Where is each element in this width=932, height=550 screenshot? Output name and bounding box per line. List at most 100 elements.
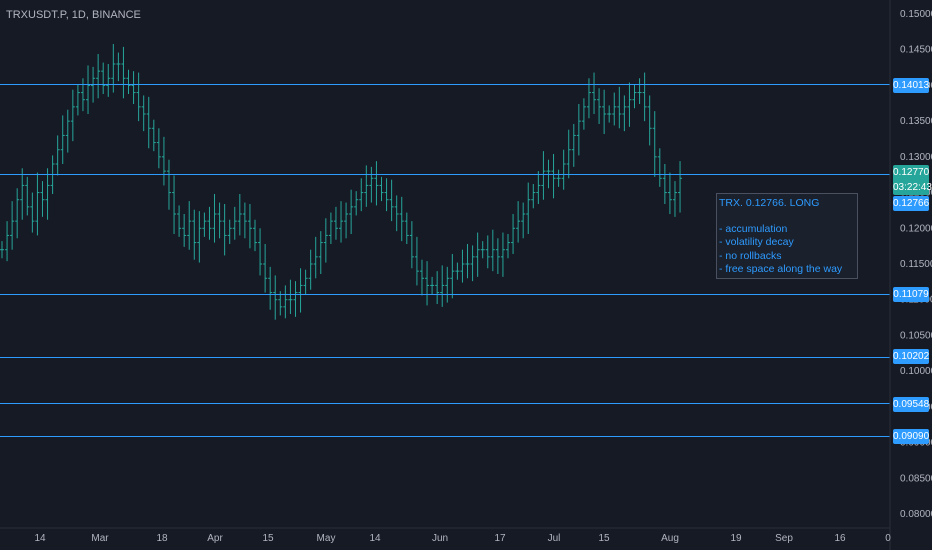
- candle: [60, 115, 65, 164]
- time-tick-label: 14: [34, 533, 46, 544]
- candle: [318, 231, 323, 274]
- candle: [283, 285, 288, 319]
- horizontal-levels[interactable]: [0, 84, 890, 437]
- candle: [495, 238, 500, 274]
- level-price-label[interactable]: 0.11079: [893, 287, 929, 302]
- candle: [617, 86, 622, 129]
- note-line: - free space along the way: [719, 262, 843, 275]
- candle: [612, 92, 617, 126]
- level-price-label[interactable]: 0.09548: [893, 397, 930, 412]
- candle: [323, 218, 328, 263]
- note-title: TRX. 0.12766. LONG: [719, 197, 820, 209]
- price-tick-label: 0.08000: [900, 509, 932, 520]
- candle: [465, 244, 470, 279]
- candle: [369, 166, 374, 203]
- candlestick-series: [0, 44, 683, 320]
- idea-note-box[interactable]: TRX. 0.12766. LONG - accumulation - vola…: [716, 193, 858, 279]
- candle: [647, 95, 652, 146]
- candle: [25, 176, 30, 216]
- candle: [414, 236, 419, 286]
- candle: [237, 194, 242, 236]
- candle: [571, 124, 576, 167]
- level-price-label[interactable]: 0.14013: [893, 78, 930, 93]
- candle: [531, 184, 536, 209]
- level-price-label[interactable]: 0.09090: [893, 429, 930, 444]
- candle: [541, 151, 546, 200]
- candle: [268, 266, 273, 310]
- candle: [101, 62, 106, 94]
- candle: [430, 276, 435, 294]
- candle: [151, 119, 156, 152]
- candle: [202, 212, 207, 237]
- level-price-label[interactable]: 0.12766: [893, 196, 930, 211]
- time-tick-label: Apr: [207, 533, 223, 544]
- candle: [182, 214, 187, 247]
- candle: [227, 219, 232, 244]
- candle: [166, 159, 171, 210]
- candle: [10, 201, 15, 250]
- candle: [475, 232, 480, 277]
- candle: [526, 182, 531, 234]
- candle: [576, 104, 581, 156]
- candle: [273, 275, 278, 320]
- candle: [344, 202, 349, 239]
- candle: [35, 172, 40, 236]
- candle: [192, 209, 197, 260]
- candle: [404, 212, 409, 244]
- candle: [409, 221, 414, 269]
- candle: [637, 78, 642, 104]
- candle: [177, 205, 182, 237]
- symbol-label: TRXUSDT.P, 1D, BINANCE: [6, 9, 141, 21]
- candle: [5, 221, 10, 262]
- candle: [217, 202, 222, 239]
- candle: [460, 249, 465, 283]
- candle: [364, 165, 369, 207]
- candle: [30, 192, 35, 233]
- candle: [622, 95, 627, 132]
- candle: [349, 189, 354, 234]
- candle: [445, 266, 450, 303]
- candle: [592, 72, 597, 114]
- level-price-label[interactable]: 0.10202: [893, 349, 930, 364]
- candle: [536, 171, 541, 204]
- candle: [172, 175, 177, 234]
- time-tick-label: 16: [834, 533, 846, 544]
- time-tick-label: 18: [156, 533, 168, 544]
- candle: [657, 148, 662, 187]
- candle: [450, 254, 455, 299]
- candle: [258, 228, 263, 276]
- candle: [521, 202, 526, 239]
- candle: [263, 244, 268, 293]
- candle: [111, 44, 116, 93]
- candle: [40, 181, 45, 217]
- candle: [399, 196, 404, 242]
- candle: [551, 154, 556, 199]
- candle: [106, 64, 111, 97]
- candle: [121, 46, 126, 99]
- candle: [672, 181, 677, 217]
- candle: [455, 262, 460, 280]
- note-line: - volatility decay: [719, 236, 794, 249]
- candle: [313, 236, 318, 279]
- time-tick-label: Jul: [548, 533, 561, 544]
- candle: [581, 98, 586, 130]
- current-price-label[interactable]: 0.12770: [893, 165, 930, 180]
- candle: [156, 128, 161, 169]
- candle: [187, 201, 192, 250]
- candle: [96, 54, 101, 99]
- time-axis[interactable]: 14 Mar 18 Apr 15 May 14 Jun 17 Jul 15 Aug 19 Sep 16 0: [34, 533, 891, 544]
- candle: [678, 161, 683, 213]
- candle: [384, 178, 389, 212]
- candle: [511, 214, 516, 254]
- candle: [667, 172, 672, 214]
- candle: [247, 204, 252, 249]
- candle: [597, 88, 602, 124]
- candle: [222, 204, 227, 256]
- price-tick-label: 0.11500: [900, 259, 932, 270]
- candle: [161, 136, 166, 186]
- candle: [20, 168, 25, 220]
- time-tick-label: 17: [494, 533, 506, 544]
